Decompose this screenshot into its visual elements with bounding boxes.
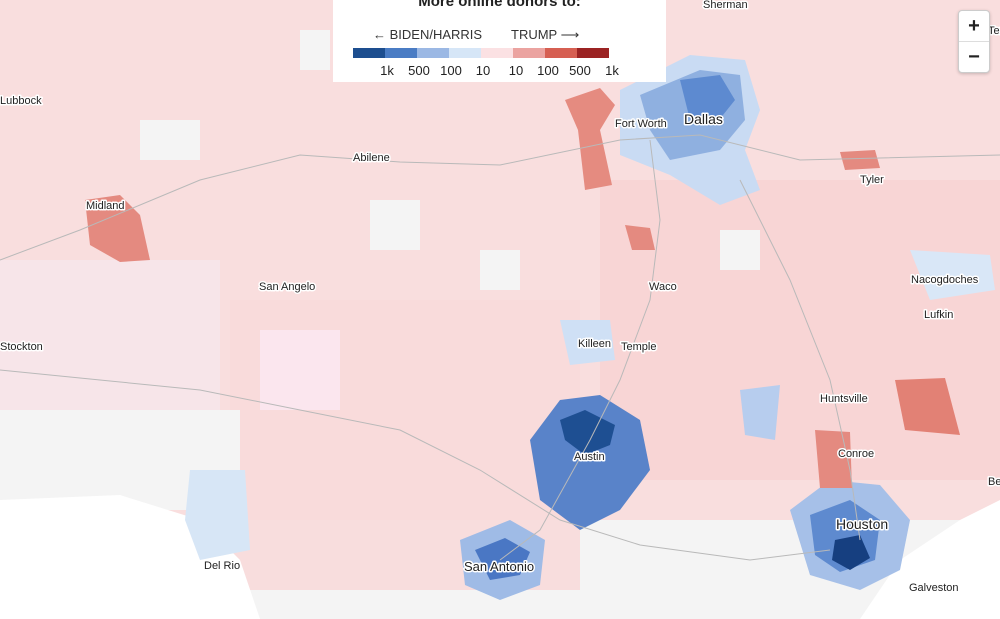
city-tyler: Tyler — [860, 174, 884, 186]
legend-swatch-biden-1k — [353, 48, 385, 58]
city-sherman: Sherman — [703, 0, 748, 11]
legend-swatch-trump-10 — [481, 48, 513, 58]
city-stockton: Stockton — [0, 341, 43, 353]
city-san-angelo: San Angelo — [259, 281, 315, 293]
legend-color-scale — [353, 48, 609, 58]
roads — [0, 134, 1000, 561]
city-fort-worth: Fort Worth — [615, 118, 667, 130]
legend-tick: 1k — [605, 63, 619, 78]
city-nacogdoches: Nacogdoches — [911, 274, 979, 286]
legend-title: More online donors to: — [418, 0, 581, 10]
city-dallas: Dallas — [684, 111, 723, 127]
city-san-antonio: San Antonio — [464, 559, 534, 574]
zoom-control: + − — [958, 10, 990, 73]
city-labels: Sherman Lubbock Tex Fort Worth Dallas Ab… — [0, 0, 1000, 596]
legend-ticks: 1k 500 100 10 10 100 500 1k — [333, 63, 666, 79]
legend-tick: 100 — [440, 63, 462, 78]
city-galveston: Galveston — [909, 582, 959, 594]
city-huntsville: Huntsville — [820, 393, 868, 405]
legend-tick: 10 — [508, 63, 524, 78]
zoom-out-button[interactable]: − — [959, 41, 989, 72]
city-killeen: Killeen — [578, 338, 611, 350]
legend-swatch-biden-10 — [449, 48, 481, 58]
legend-swatch-trump-1k — [577, 48, 609, 58]
legend-trump-text: TRUMP — [511, 27, 557, 42]
city-houston: Houston — [836, 516, 888, 532]
city-midland: Midland — [86, 200, 125, 212]
legend-tick: 500 — [569, 63, 591, 78]
city-del-rio: Del Rio — [204, 560, 240, 572]
legend-tick: 100 — [537, 63, 559, 78]
city-waco: Waco — [649, 281, 677, 293]
gulf-coast-water — [860, 500, 1000, 619]
map-legend: More online donors to: ← BIDEN/HARRIS TR… — [333, 0, 666, 82]
trump-lean-regions — [0, 0, 1000, 590]
legend-trump-label: TRUMP ⟶ — [511, 27, 580, 42]
city-temple: Temple — [621, 341, 656, 353]
city-conroe: Conroe — [838, 448, 874, 460]
legend-swatch-biden-100 — [417, 48, 449, 58]
city-lubbock: Lubbock — [0, 95, 42, 107]
city-lufkin: Lufkin — [924, 309, 953, 321]
trump-strong-regions — [85, 88, 960, 488]
biden-lean-regions — [185, 55, 995, 600]
city-beaumont: Be — [988, 476, 1000, 488]
legend-biden-text: BIDEN/HARRIS — [389, 27, 483, 42]
legend-swatch-trump-100 — [513, 48, 545, 58]
legend-tick: 500 — [408, 63, 430, 78]
zoom-in-button[interactable]: + — [968, 15, 980, 37]
city-austin: Austin — [574, 451, 605, 463]
legend-tick: 10 — [475, 63, 491, 78]
legend-biden-label: ← BIDEN/HARRIS — [373, 27, 483, 42]
legend-swatch-biden-500 — [385, 48, 417, 58]
legend-swatch-trump-500 — [545, 48, 577, 58]
legend-tick: 1k — [380, 63, 394, 78]
city-abilene: Abilene — [353, 152, 390, 164]
